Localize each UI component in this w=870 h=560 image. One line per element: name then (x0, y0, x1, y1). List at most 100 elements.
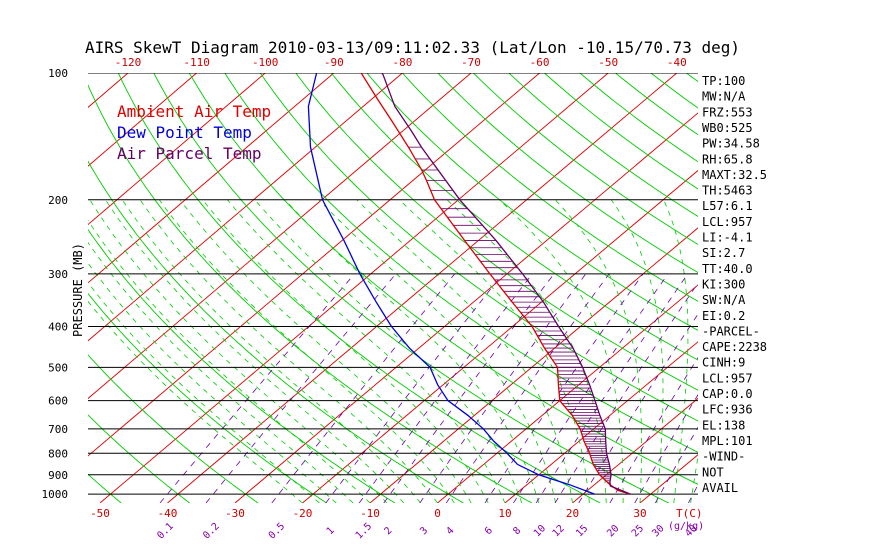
pressure-tick-label: 800 (48, 447, 68, 460)
index-entry: TH:5463 (702, 184, 753, 198)
index-entry: AVAIL (702, 481, 738, 495)
moist-adiabat-line (88, 282, 320, 503)
mixing-ratio-tick-label: 8 (511, 525, 523, 537)
moist-adiabat-line (88, 300, 303, 503)
bottom-temp-tick-label: -40 (158, 507, 178, 520)
dry-adiabat-line (88, 414, 190, 503)
index-entry: PW:34.58 (702, 137, 760, 151)
dry-adiabat-line (224, 73, 698, 453)
pressure-tick-label: 1000 (42, 488, 69, 501)
bottom-temp-tick-label: 10 (498, 507, 511, 520)
moist-adiabat-line (88, 262, 337, 503)
cape-hatching (408, 146, 626, 493)
isotherm-line (88, 73, 540, 457)
moist-adiabat-line (89, 199, 388, 503)
bottom-temp-axis: -50 -40 -30 -20 -10 0 10 20 30 T(C) (90, 507, 702, 520)
legend: Ambient Air Temp Dew Point Temp Air Parcel… (117, 102, 271, 163)
top-temp-tick-label: -120 (115, 56, 142, 69)
moist-adiabat-line (88, 241, 354, 503)
isotherm-line (302, 169, 698, 503)
isotherm-line (437, 284, 698, 503)
index-entry: L57:6.1 (702, 199, 753, 213)
isotherm-line (88, 73, 266, 226)
top-temp-tick-label: -80 (392, 56, 412, 69)
dry-adiabat-line (757, 73, 870, 503)
bottom-temp-tick-label: -50 (90, 507, 110, 520)
moist-adiabat-line (663, 199, 689, 503)
isotherm-line (99, 73, 609, 503)
index-entry: LFC:936 (702, 403, 753, 417)
mixing-ratio-tick-label: 0.2 (201, 521, 222, 542)
chart-title: AIRS SkewT Diagram 2010-03-13/09:11:02.3… (85, 38, 740, 57)
mixing-ratio-line (325, 273, 504, 503)
index-entry: RH:65.8 (702, 152, 753, 166)
moist-adiabat-line (318, 199, 556, 503)
index-entry: LCL:957 (702, 215, 753, 229)
pressure-tick-label: 300 (48, 268, 68, 281)
mixing-ratio-lines (159, 273, 698, 503)
pressure-tick-label: 700 (48, 423, 68, 436)
mixing-ratio-tick-label: 0.1 (155, 521, 176, 542)
pressure-axis: 100 200 300 400 500 600 700 800 900 1000 (42, 67, 69, 501)
index-entry: WB0:525 (702, 121, 753, 135)
mixing-ratio-tick-label: 1.5 (354, 521, 375, 542)
isotherm-line (88, 73, 472, 400)
dry-adiabat-line (864, 73, 870, 503)
moist-adiabat-line (284, 199, 540, 503)
moist-adiabat-line (158, 199, 455, 503)
mixing-ratio-tick-label: 6 (483, 525, 495, 537)
moist-adiabat-line (499, 199, 624, 503)
index-entry: -WIND- (702, 450, 745, 464)
mixing-ratio-line (654, 426, 698, 503)
index-entry: CAP:0.0 (702, 387, 753, 401)
pressure-tick-label: 100 (48, 67, 68, 80)
mixing-ratio-tick-label: 20 (605, 523, 621, 539)
dry-adiabat-line (330, 73, 698, 361)
pressure-tick-label: 900 (48, 469, 68, 482)
mixing-ratio-line (578, 313, 698, 503)
mixing-ratio-tick-label: 12 (551, 523, 567, 539)
dry-adiabat-line (793, 73, 870, 503)
mixing-ratio-line (419, 273, 587, 503)
mixing-ratio-tick-label: 1 (325, 525, 337, 537)
legend-entry: Dew Point Temp (117, 123, 252, 142)
legend-entry: Air Parcel Temp (117, 144, 262, 163)
air-parcel-temp-line (381, 73, 631, 495)
plot-area (0, 73, 870, 503)
mixing-ratio-line (535, 273, 689, 503)
index-entry: CAPE:2238 (702, 340, 767, 354)
dry-adiabat-line (117, 73, 601, 503)
index-entry: NOT (702, 465, 724, 479)
index-entry: MW:N/A (702, 90, 746, 104)
mixing-ratio-tick-label: 30 (650, 523, 666, 539)
mixing-ratio-line (358, 273, 533, 503)
index-entry: MAXT:32.5 (702, 168, 767, 182)
bottom-temp-tick-label: -20 (293, 507, 313, 520)
dry-adiabat-line (295, 73, 698, 391)
mixing-ratio-line (159, 273, 355, 503)
top-temp-tick-label: -100 (252, 56, 279, 69)
mixing-ratio-tick-label: 10 (532, 523, 548, 539)
mixing-ratio-unit-label: (g/kg) (668, 521, 704, 532)
index-entry: TP:100 (702, 74, 745, 88)
dry-adiabat-line (88, 160, 464, 503)
index-entry: EI:0.2 (702, 309, 745, 323)
isotherm-line (504, 341, 698, 503)
index-entry: EL:138 (702, 418, 745, 432)
mixing-ratio-line (484, 273, 644, 503)
mixing-ratio-line (609, 356, 698, 503)
dry-adiabat-line (188, 73, 698, 485)
ambient-air-temp-line (360, 73, 631, 495)
index-entry: MPL:101 (702, 434, 753, 448)
index-entry: -PARCEL- (702, 324, 760, 338)
index-entry: TT:40.0 (702, 262, 753, 276)
isotherm-line (572, 397, 698, 503)
dry-adiabat-line (0, 73, 53, 503)
top-temp-tick-label: -50 (598, 56, 618, 69)
index-entry: SW:N/A (702, 293, 746, 307)
top-temp-tick-label: -60 (530, 56, 550, 69)
moist-adiabat-line (202, 199, 489, 503)
bottom-temp-tick-label: 30 (633, 507, 646, 520)
mixing-ratio-tick-label: 3 (418, 525, 430, 537)
